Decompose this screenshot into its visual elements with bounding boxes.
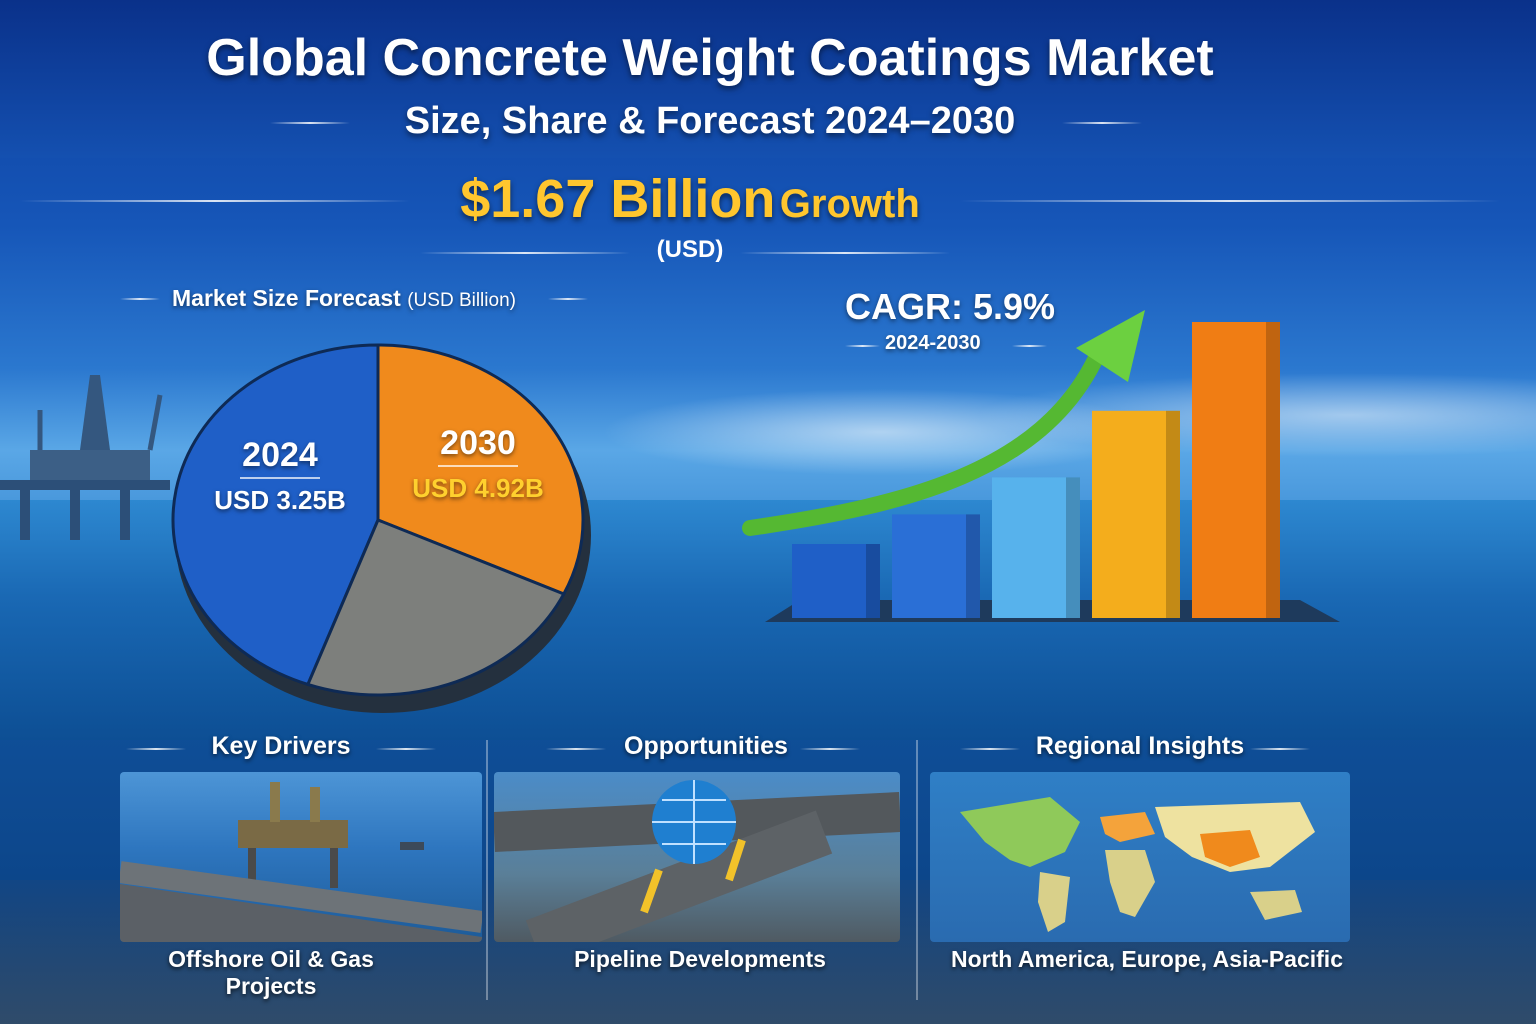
- panel-heading-opportunities: Opportunities: [624, 732, 788, 760]
- forecast-rule-left: [120, 298, 160, 300]
- sky-clouds: [600, 330, 1536, 500]
- pie-label-2030: 2030 USD 4.92B: [398, 424, 558, 504]
- pie-label-2024: 2024 USD 3.25B: [210, 436, 350, 516]
- bar-2: [892, 514, 980, 618]
- map-europe: [1100, 812, 1155, 842]
- panel-caption-opportunities: Pipeline Developments: [574, 946, 826, 972]
- panel-heading-drivers: Key Drivers: [211, 732, 351, 760]
- bar-1: [792, 544, 880, 618]
- pie-label-2024-value: USD 3.25B: [214, 485, 346, 515]
- pie-slice-2024: [171, 343, 380, 687]
- growth-value: $1.67 Billion: [460, 169, 776, 229]
- bar-4-shade: [1166, 410, 1180, 618]
- market-pie-chart: [171, 343, 591, 713]
- bar-1-shade: [866, 544, 880, 618]
- header-band: [0, 0, 1536, 158]
- forecast-rule-right: [548, 298, 588, 300]
- pie-slice-2030: [376, 343, 585, 596]
- panel3-rule-right: [1250, 748, 1310, 750]
- panel-caption-drivers: Offshore Oil & Gas Projects: [168, 946, 374, 999]
- map-asia-pacific: [1200, 830, 1260, 867]
- page-subtitle: Size, Share & Forecast 2024–2030: [404, 100, 1016, 142]
- growth-label: Growth: [779, 182, 920, 226]
- usd-rule-right: [740, 252, 950, 254]
- pie-label-2030-rule: [438, 465, 518, 467]
- title-rule-left: [270, 122, 350, 124]
- map-south-america: [1038, 872, 1070, 932]
- bar-5: [1192, 322, 1280, 618]
- panel1-rule-left: [126, 748, 186, 750]
- cagr-rule-left: [845, 345, 880, 347]
- map-north-america: [960, 797, 1080, 867]
- world-map-image: [930, 772, 1350, 942]
- forecast-label: Market Size Forecast: [172, 285, 401, 311]
- usd-rule-left: [420, 252, 630, 254]
- panel-divider-2: [916, 740, 918, 1000]
- panel1-rule-right: [376, 748, 436, 750]
- growth-rule-left: [20, 200, 410, 202]
- panel2-rule-right: [800, 748, 860, 750]
- offshore-rig-image: [120, 772, 482, 942]
- growth-arrow-shaft: [742, 352, 1103, 536]
- panel3-rule-left: [960, 748, 1020, 750]
- panel-divider-1: [486, 740, 488, 1000]
- bar-5-shade: [1266, 322, 1280, 618]
- growth-rule-right: [960, 200, 1500, 202]
- growth-arrow-head: [1076, 310, 1145, 382]
- cagr-label: CAGR: 5.9%: [845, 286, 1056, 327]
- pie-slice-concrete: [305, 518, 566, 697]
- growth-headline: $1.67 Billion Growth: [0, 168, 1380, 230]
- oil-rig-illustration: [0, 375, 170, 540]
- pie-label-2030-value: USD 4.92B: [412, 473, 544, 503]
- forecast-heading: Market Size Forecast (USD Billion): [172, 285, 516, 312]
- panel-caption-regional: North America, Europe, Asia-Pacific: [951, 946, 1343, 972]
- map-africa: [1105, 850, 1155, 917]
- pie-label-2024-year: 2024: [242, 436, 318, 474]
- bar-3: [992, 477, 1080, 618]
- growth-bar-chart: [742, 310, 1340, 622]
- panel-heading-regional: Regional Insights: [1035, 732, 1245, 760]
- forecast-unit: (USD Billion): [407, 290, 516, 311]
- page-title: Global Concrete Weight Coatings Market: [206, 29, 1214, 87]
- pipeline-globe-image: [494, 772, 900, 942]
- title-rule-right: [1062, 122, 1142, 124]
- panel2-rule-left: [546, 748, 606, 750]
- bar-4: [1092, 410, 1180, 618]
- growth-unit: (USD): [656, 236, 724, 263]
- pie-label-2024-rule: [240, 477, 320, 479]
- cagr-period: 2024-2030: [885, 332, 981, 354]
- pie-label-2030-year: 2030: [440, 424, 516, 462]
- map-australia: [1250, 890, 1302, 920]
- cagr-rule-right: [1012, 345, 1047, 347]
- bar-3-shade: [1066, 477, 1080, 618]
- bar-2-shade: [966, 514, 980, 618]
